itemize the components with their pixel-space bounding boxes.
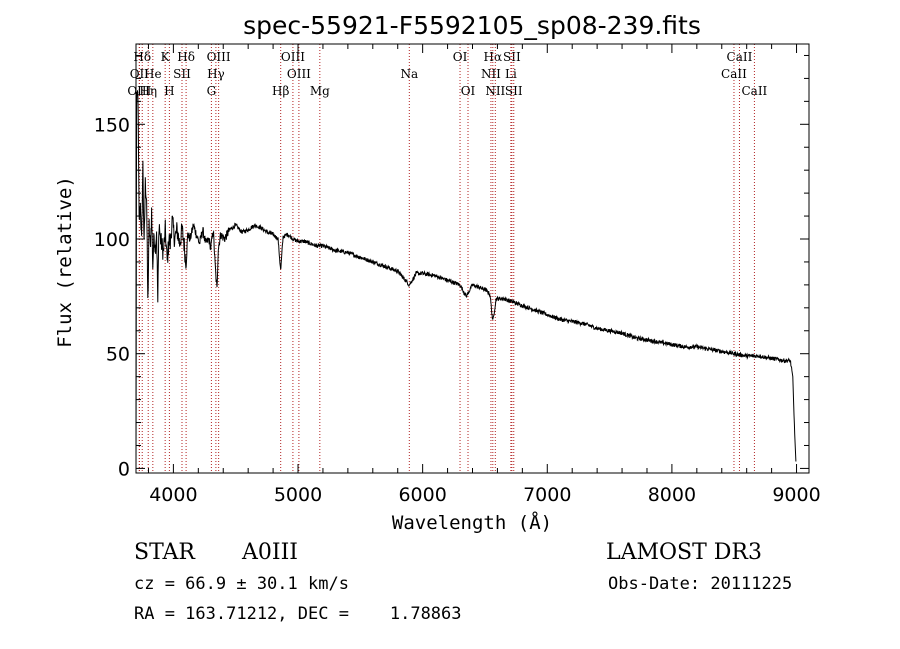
line-marker-label: OIII (287, 67, 311, 81)
line-marker-label: Hα (484, 50, 503, 64)
x-tick-label: 7000 (523, 484, 571, 506)
line-marker-label: H (164, 84, 174, 98)
obs-date-text: Obs-Date: 20111225 (608, 574, 793, 594)
line-marker-label: OIII (281, 50, 305, 64)
x-tick-label: 9000 (772, 484, 820, 506)
x-axis-label: Wavelength (Å) (392, 511, 552, 534)
y-tick-label: 0 (118, 458, 130, 480)
redshift-text: cz = 66.9 ± 30.1 km/s (134, 574, 349, 594)
chart-title: spec-55921-F5592105_sp08-239.fits (243, 11, 701, 40)
plot-frame (135, 43, 810, 474)
line-marker-label: Hη (139, 84, 157, 98)
line-marker-label: OI (453, 50, 468, 64)
line-marker-label: NII (481, 67, 501, 81)
line-marker-label: CaII (721, 67, 747, 81)
line-marker-label: Hβ (272, 84, 289, 98)
line-marker-label: SII (503, 50, 521, 64)
y-tick-label: 100 (94, 229, 130, 251)
line-marker-label: Mg (310, 84, 330, 98)
coordinates-text: RA = 163.71212, DEC = 1.78863 (134, 604, 462, 624)
line-marker-label: SII (505, 84, 523, 98)
x-tick-label: 4000 (149, 484, 197, 506)
object-subclass: A0III (242, 540, 298, 565)
line-marker-label: K (161, 50, 171, 64)
line-marker-label: Hδ (133, 50, 151, 64)
line-marker-label: Hδ (177, 50, 195, 64)
line-marker-label: NII (485, 84, 505, 98)
line-marker-label: G (207, 84, 217, 98)
object-class: STAR (134, 540, 195, 565)
line-marker-label: OIII (127, 84, 151, 98)
y-axis-label: Flux (relative) (54, 176, 76, 348)
spectrum-line (135, 90, 797, 469)
spectrum-series (135, 90, 797, 469)
line-marker-label: Na (400, 67, 418, 81)
x-tick-label: 8000 (648, 484, 696, 506)
line-marker-label: CaII (741, 84, 767, 98)
line-marker-label: SII (173, 67, 191, 81)
y-tick-label: 150 (94, 114, 130, 136)
line-marker-label: OIII (207, 50, 231, 64)
x-tick-label: 5000 (274, 484, 322, 506)
line-marker-label: OI (461, 84, 476, 98)
y-tick-label: 50 (106, 344, 130, 366)
line-marker-label: Li (505, 67, 517, 81)
line-marker-label: Hγ (207, 67, 225, 81)
survey-name: LAMOST DR3 (606, 540, 762, 565)
x-tick-label: 6000 (398, 484, 446, 506)
axis-ticks: 4000 5000 6000 7000 8000 9000 0 50 100 150 (94, 44, 821, 506)
line-marker-label: CaII (727, 50, 753, 64)
line-marker-label: He (144, 67, 162, 81)
